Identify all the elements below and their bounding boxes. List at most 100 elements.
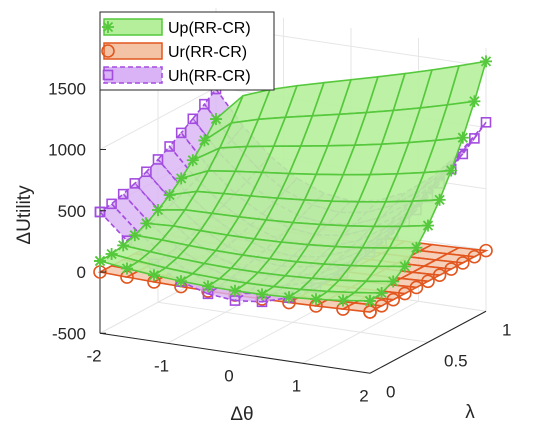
marker-stroke [376, 287, 387, 299]
marker-asterisk [152, 203, 164, 216]
legend-label: Up(RR-CR) [168, 20, 251, 37]
x-axis-line [99, 332, 371, 374]
marker-asterisk [210, 113, 222, 126]
marker-circle [374, 299, 389, 313]
marker-asterisk [175, 172, 188, 185]
marker-asterisk [202, 280, 214, 293]
marker-stroke [121, 263, 133, 274]
marker-asterisk [398, 260, 411, 273]
marker-asterisk [310, 293, 322, 306]
marker-square [106, 198, 117, 210]
marker-asterisk [387, 275, 400, 288]
marker-circle [467, 249, 482, 264]
marker-stroke [164, 189, 175, 201]
marker-square [129, 178, 141, 189]
legend-item: Uh(RR-CR) [102, 66, 251, 85]
marker-asterisk [422, 219, 434, 232]
legend-swatch [103, 42, 163, 60]
z-tick-label: 0 [77, 263, 86, 282]
legend: Up(RR-CR) Ur(RR-CR) Uh(RR-CR) [99, 11, 275, 91]
marker-asterisk [175, 275, 187, 288]
marker-asterisk [148, 269, 160, 282]
marker-stroke [364, 295, 376, 307]
marker-circle [386, 292, 401, 307]
marker-stroke [446, 165, 457, 176]
marker-asterisk [375, 286, 388, 299]
marker-asterisk [128, 229, 141, 242]
marker-stroke [175, 276, 187, 287]
marker-asterisk [364, 294, 376, 307]
marker-asterisk [480, 55, 492, 68]
marker-stroke [152, 204, 164, 216]
marker-circle [455, 256, 470, 270]
axes [99, 69, 487, 374]
marker-stroke [102, 21, 114, 33]
marker-stroke [106, 248, 117, 260]
marker-stroke [118, 240, 129, 251]
marker-circle [397, 286, 412, 301]
z-tick-label: 1000 [48, 141, 86, 160]
marker-asterisk [163, 188, 176, 201]
x-tick-label: -2 [86, 346, 101, 365]
x-axis-label: Δθ [230, 404, 253, 425]
marker-square [469, 133, 480, 144]
x-tick-label: 0 [224, 366, 233, 385]
marker-asterisk [433, 193, 446, 206]
marker-stroke [141, 218, 152, 229]
marker-square [117, 188, 129, 200]
marker-circle [421, 274, 435, 289]
marker-square [457, 148, 469, 160]
marker-square [141, 166, 152, 178]
marker-square [187, 113, 199, 125]
marker-asterisk [121, 262, 133, 275]
marker-stroke [210, 113, 222, 125]
legend-label: Uh(RR-CR) [168, 68, 251, 85]
grid-y-line [157, 301, 429, 343]
marker-asterisk [117, 239, 130, 252]
marker-stroke [229, 285, 241, 296]
marker-stroke [434, 194, 445, 205]
marker-stroke [337, 295, 349, 306]
surface-patch [340, 302, 385, 313]
z-tick-label: -500 [52, 324, 86, 343]
marker-square [152, 154, 164, 165]
marker-circle [432, 268, 447, 282]
marker-stroke [399, 261, 410, 272]
marker-circle [444, 262, 459, 276]
legend-item: Up(RR-CR) [102, 18, 251, 37]
marker-stroke [187, 155, 198, 166]
marker-stroke [422, 220, 434, 231]
marker-stroke [310, 294, 322, 305]
z-tick-label: 1500 [48, 79, 86, 98]
legend-item: Ur(RR-CR) [101, 42, 247, 61]
marker-stroke [129, 230, 140, 241]
legend-marker [102, 69, 114, 81]
surfaces [93, 55, 493, 319]
marker-stroke [388, 276, 399, 287]
marker-circle [479, 243, 493, 258]
marker-asterisk [445, 164, 458, 177]
marker-square [164, 141, 175, 152]
marker-stroke [148, 270, 160, 281]
marker-asterisk [198, 134, 211, 147]
surface-uprrcr [94, 55, 492, 307]
marker-stroke [256, 289, 268, 300]
marker-asterisk [229, 284, 241, 297]
marker-circle [409, 280, 424, 295]
marker-asterisk [105, 247, 118, 260]
marker-stroke [94, 255, 106, 267]
legend-label: Ur(RR-CR) [168, 44, 247, 61]
marker-stroke [411, 242, 422, 253]
y-tick-label: 0.5 [444, 351, 468, 370]
z-tick-label: 500 [58, 202, 86, 221]
marker-asterisk [283, 291, 295, 304]
y-tick-label: 0 [386, 382, 395, 401]
marker-asterisk [140, 217, 153, 230]
marker-stroke [199, 135, 210, 146]
marker-square [175, 127, 187, 139]
marker-asterisk [256, 288, 268, 301]
marker-asterisk [468, 95, 481, 108]
marker-stroke [202, 281, 214, 292]
